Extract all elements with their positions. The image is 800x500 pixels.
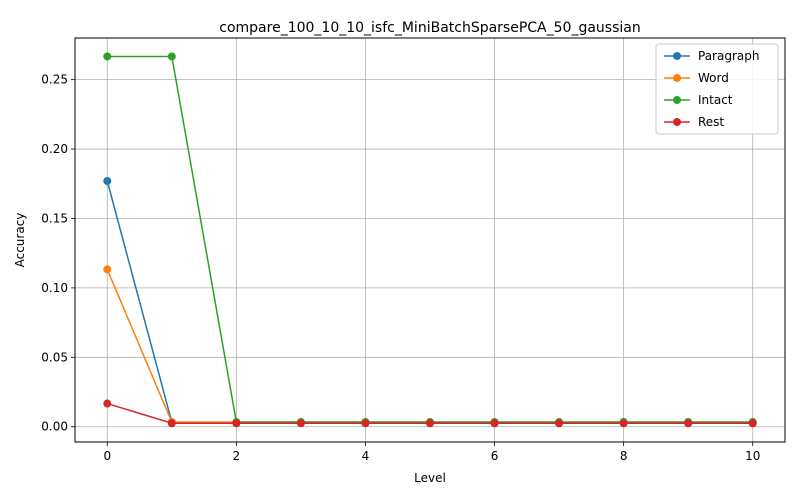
legend-label: Intact [698,93,733,107]
legend-box [655,43,779,135]
y-tick-label: 0.20 [41,142,68,156]
legend-swatch-marker [673,52,681,60]
x-tick-label: 8 [620,449,628,463]
y-axis-label: Accuracy [13,213,27,268]
y-tick-label: 0.25 [41,73,68,87]
data-point-word [103,265,112,274]
data-point-rest [748,419,757,428]
data-point-rest [232,419,241,428]
y-tick-label: 0.05 [41,350,68,364]
data-point-rest [684,419,693,428]
legend-item-intact: Intact [664,93,733,107]
x-axis-label: Level [414,471,446,485]
legend-swatch-marker [673,74,681,82]
legend-item-word: Word [664,71,729,85]
legend-swatch-marker [673,118,681,126]
y-tick-label: 0.15 [41,211,68,225]
series-word [103,265,757,427]
series-line-paragraph [106,180,753,423]
y-tick-label: 0.00 [41,420,68,434]
data-point-rest [490,419,499,428]
series-paragraph [103,176,757,427]
x-tick-label: 4 [362,449,370,463]
axis-ticks: 0 2 4 6 8 10 0.00 0.05 0.10 0.15 0.20 0.25 [41,73,760,463]
legend-item-rest: Rest [664,115,724,129]
legend-label: Word [698,71,729,85]
data-point-rest [426,419,434,428]
x-tick-label: 0 [103,449,111,463]
legend-label: Rest [698,115,724,129]
legend-label: Paragraph [698,49,759,63]
data-point-rest [555,419,564,428]
plot-frame [74,37,786,443]
data-point-paragraph [103,176,112,185]
data-point-rest [361,419,370,428]
chart-title: compare_100_10_10_isfc_MiniBatchSparsePC… [219,20,640,36]
x-tick-label: 2 [233,449,241,463]
data-point-rest [167,419,176,428]
y-tick-label: 0.10 [41,281,68,295]
series-layer [103,52,757,428]
x-tick-label: 10 [745,449,760,463]
data-point-rest [619,419,628,428]
legend-swatch-marker [673,96,681,104]
data-point-intact [167,52,176,61]
x-tick-label: 6 [491,449,499,463]
series-rest [103,399,757,428]
legend-item-paragraph: Paragraph [664,49,759,63]
legend: Paragraph Word Intact Rest [655,43,779,135]
data-point-rest [296,419,305,428]
series-line-word [106,269,753,423]
data-point-rest [103,399,112,408]
data-point-intact [103,52,112,61]
